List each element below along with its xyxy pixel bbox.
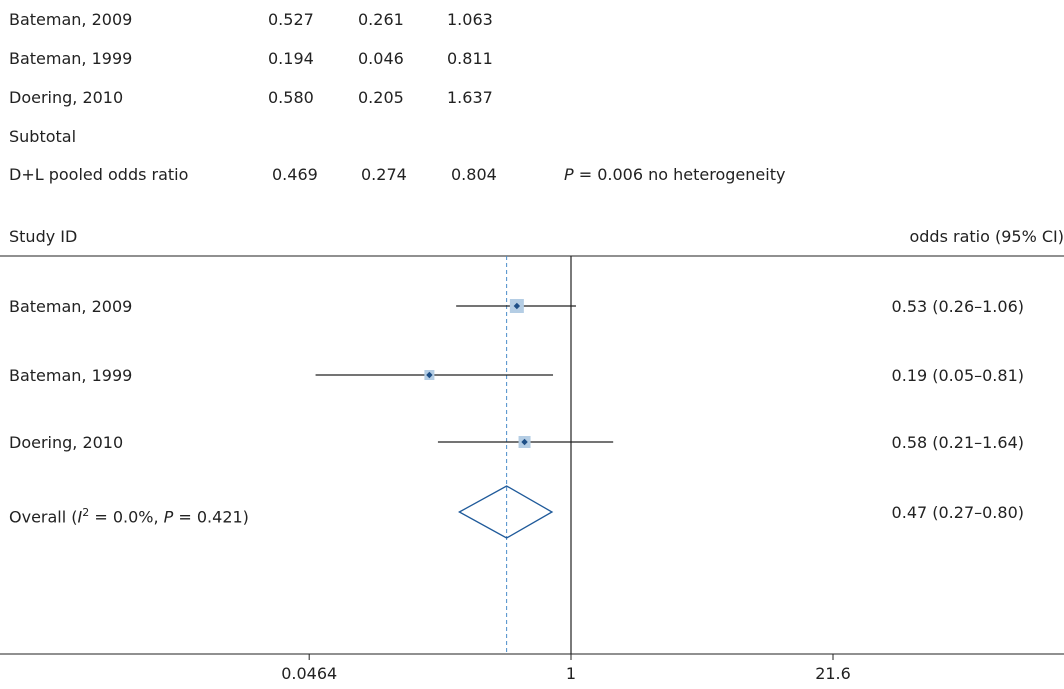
ci-label: 0.58 (0.21–1.64) — [891, 433, 1024, 452]
table-study-name: Bateman, 1999 — [9, 49, 133, 68]
table-upper-value: 1.063 — [447, 10, 493, 29]
table-lower-value: 0.261 — [358, 10, 404, 29]
table-lower-value: 0.205 — [358, 88, 404, 107]
p-symbol: P — [163, 507, 174, 527]
x-tick-label: 1 — [565, 664, 577, 683]
point-estimate — [513, 302, 521, 310]
ci-label: 0.53 (0.26–1.06) — [891, 297, 1024, 316]
p-symbol: P — [564, 165, 574, 184]
ci-label: 0.19 (0.05–0.81) — [891, 366, 1024, 385]
table-or-value: 0.527 — [268, 10, 314, 29]
table-pooled-label: D+L pooled odds ratio — [9, 165, 189, 184]
table-study-name: Bateman, 2009 — [9, 10, 133, 29]
table-or-value: 0.194 — [268, 49, 314, 68]
table-subtotal-label: Subtotal — [9, 127, 77, 146]
point-estimate — [426, 371, 433, 379]
table-study-name: Doering, 2010 — [9, 88, 124, 107]
table-pooled-lower: 0.274 — [361, 165, 407, 184]
p-text: = 0.006 no heterogeneity — [573, 165, 786, 184]
i-superscript: 2 — [82, 506, 90, 519]
study-label: Bateman, 1999 — [9, 366, 133, 385]
study-label: Bateman, 2009 — [9, 297, 133, 316]
table-upper-value: 0.811 — [447, 49, 493, 68]
x-tick-label: 0.0464 — [281, 664, 338, 683]
table-pooled-or: 0.469 — [272, 165, 318, 184]
study-id-header: Study ID — [9, 227, 78, 246]
table-pooled-upper: 0.804 — [451, 165, 497, 184]
study-label: Doering, 2010 — [9, 433, 124, 452]
table-pooled-p: P = 0.006 no heterogeneity — [564, 165, 785, 185]
table-upper-value: 1.637 — [447, 88, 493, 107]
table-or-value: 0.580 — [268, 88, 314, 107]
overall-ci-label: 0.47 (0.27–0.80) — [891, 503, 1024, 522]
point-estimate — [521, 438, 528, 446]
i-text: = 0.0%, — [89, 507, 164, 527]
table-lower-value: 0.046 — [358, 49, 404, 68]
overall-label: Overall (I2 = 0.0%, P = 0.421) — [9, 503, 249, 527]
i-symbol: I — [77, 507, 83, 527]
overall-diamond — [458, 485, 554, 539]
x-tick-label: 21.6 — [815, 664, 851, 683]
odds-ratio-header: odds ratio (95% CI) — [909, 227, 1064, 246]
p-text: = 0.421) — [173, 507, 249, 527]
overall-prefix: Overall ( — [9, 507, 78, 527]
